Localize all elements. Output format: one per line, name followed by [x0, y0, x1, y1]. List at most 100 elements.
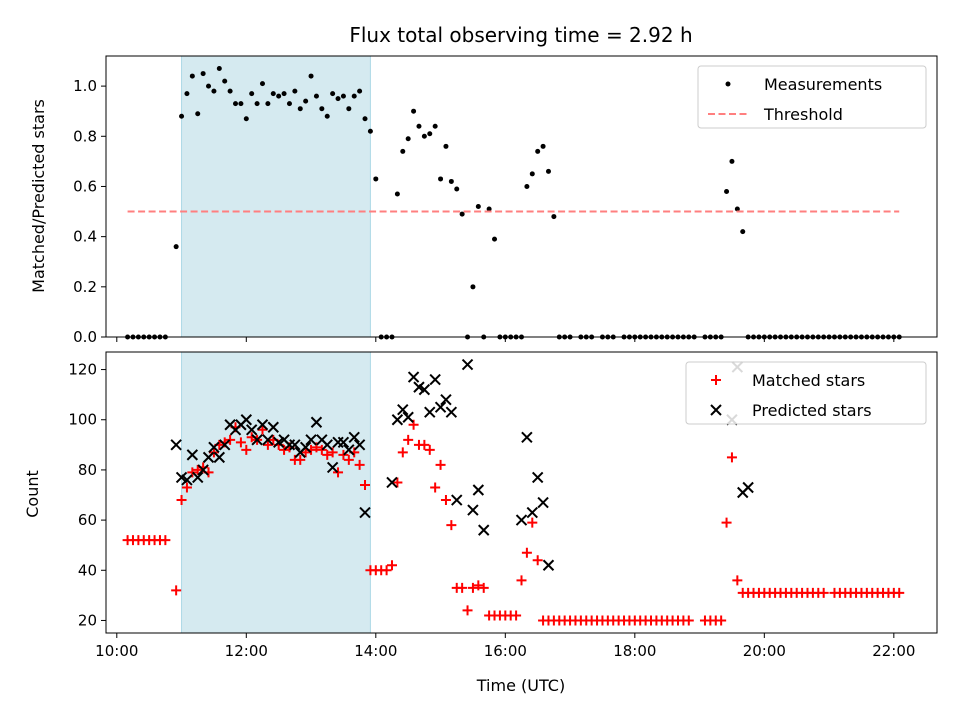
predicted-stars-point	[542, 559, 555, 571]
predicted-stars-point	[526, 506, 538, 519]
matched-stars-point	[322, 449, 333, 460]
measurements-point	[206, 83, 212, 89]
predicted-stars-point	[305, 434, 317, 446]
matched-stars-point	[354, 459, 365, 470]
measurements-point	[292, 88, 298, 94]
matched-stars-point	[360, 479, 371, 490]
measurements-point	[400, 148, 406, 154]
predicted-stars-point	[478, 524, 490, 536]
matched-stars-point	[300, 447, 311, 458]
predicted-stars-point	[310, 416, 323, 428]
matched-stars-point	[478, 582, 489, 593]
measurements-point	[459, 211, 465, 217]
top-panel: 0.0 0.2 0.4 0.6 0.8 1.0 Measurements Threshold	[73, 55, 938, 346]
predicted-stars-point	[521, 431, 533, 444]
measurements-point	[254, 101, 260, 107]
predicted-stars-point	[397, 403, 409, 416]
predicted-stars-point	[353, 439, 366, 451]
matched-stars-point	[225, 434, 236, 445]
predicted-stars-point	[531, 471, 544, 484]
measurements-point	[443, 143, 449, 149]
measurements-point	[357, 88, 363, 94]
measurements-point	[734, 206, 740, 212]
measurements-point	[200, 71, 206, 77]
measurements-point	[297, 106, 303, 112]
matched-stars-point	[726, 452, 737, 463]
top-y-tick-label: 0.6	[73, 177, 97, 195]
measurements-point	[233, 101, 239, 107]
top-y-tick-label: 0.8	[73, 127, 97, 145]
measurements-point	[276, 93, 282, 99]
matched-stars-point	[424, 444, 435, 455]
predicted-stars-point	[262, 434, 274, 446]
predicted-stars-point	[537, 496, 549, 509]
matched-stars-point	[894, 587, 905, 598]
predicted-stars-point	[515, 514, 528, 526]
measurements-point	[367, 128, 373, 134]
measurements-point	[724, 188, 730, 194]
measurements-point	[211, 88, 217, 94]
measurements-point	[259, 81, 265, 87]
matched-stars-point	[511, 610, 522, 621]
matched-stars-point	[392, 477, 403, 488]
measurements-point	[421, 133, 427, 139]
measurements-point	[432, 123, 438, 129]
measurements-point	[313, 93, 319, 99]
predicted-stars-point	[186, 449, 199, 461]
matched-stars-point	[419, 439, 430, 450]
measurements-point	[394, 191, 400, 197]
matched-stars-point	[257, 424, 268, 435]
measurements-point	[535, 148, 541, 154]
matched-stars-point	[527, 517, 538, 528]
measurements-point	[222, 78, 228, 84]
bottom-x-tick-label: 18:00	[613, 642, 656, 660]
measurements-point	[740, 229, 746, 235]
predicted-stars-point	[245, 424, 258, 436]
matched-stars-point	[386, 560, 397, 571]
predicted-stars-point	[407, 371, 420, 383]
predicted-stars-point	[434, 401, 447, 413]
predicted-stars-point	[251, 434, 263, 446]
chart-title: Flux total observing time = 2.92 h	[349, 23, 692, 47]
bottom-panel: 20 40 60 80 100 120 10:00 12:00 14:00 16:00 18:00 2…	[68, 351, 938, 660]
measurements-point	[195, 111, 201, 117]
measurements-point	[335, 96, 341, 102]
measurements-point	[470, 284, 476, 290]
matched-stars-point	[192, 464, 203, 475]
top-y-tick-label: 0.2	[73, 278, 97, 296]
matched-stars-point	[467, 582, 478, 593]
bottom-y-tick-label: 60	[78, 511, 97, 529]
measurements-point	[184, 91, 190, 97]
measurements-point	[243, 116, 249, 122]
measurements-point	[729, 158, 735, 164]
predicted-stars-point	[202, 451, 215, 464]
matched-stars-point	[532, 555, 543, 566]
top-y-axis-label: Matched/Predicted stars	[29, 99, 48, 293]
measurements-point	[238, 101, 244, 107]
measurements-point	[454, 186, 460, 192]
measurements-point	[492, 236, 498, 242]
matched-stars-point	[403, 434, 414, 445]
matched-stars-point	[435, 459, 446, 470]
measurements-point	[486, 206, 492, 212]
predicted-stars-point	[472, 484, 485, 496]
bottom-x-tick-label: 16:00	[484, 642, 527, 660]
measurements-point	[475, 204, 481, 210]
predicted-stars-point	[359, 506, 371, 519]
measurements-point	[427, 131, 433, 137]
matched-stars-point	[181, 482, 192, 493]
matched-stars-point	[333, 467, 344, 478]
bottom-y-tick-label: 80	[78, 461, 97, 479]
measurements-point	[265, 101, 271, 107]
bottom-y-tick-label: 120	[68, 361, 97, 379]
matched-stars-point	[397, 447, 408, 458]
matched-stars-point	[171, 585, 182, 596]
measurements-point	[362, 116, 368, 122]
predicted-stars-point	[418, 383, 431, 396]
matched-stars-point	[338, 449, 349, 460]
predicted-stars-point	[343, 444, 355, 456]
top-y-tick-label: 0.0	[73, 328, 97, 346]
predicted-stars-point	[197, 464, 209, 476]
measurements-point	[438, 176, 444, 182]
